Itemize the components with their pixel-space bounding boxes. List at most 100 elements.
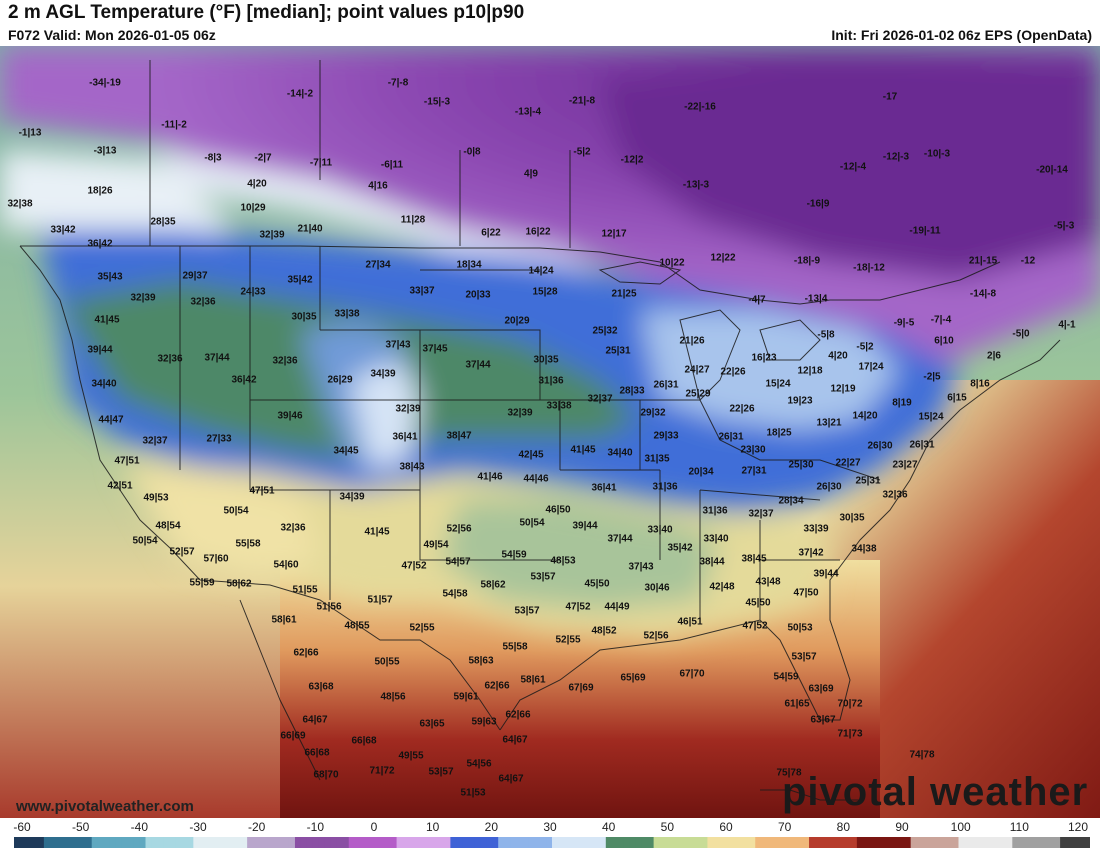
colorbar-segment [976, 837, 983, 848]
colorbar-segment [587, 837, 595, 848]
point-value: 63|67 [810, 715, 835, 726]
point-value: 53|57 [791, 652, 816, 663]
point-value: 33|37 [409, 286, 434, 297]
point-value: 27|34 [365, 260, 390, 271]
colorbar-segment [175, 837, 182, 848]
point-value: 52|57 [169, 547, 194, 558]
point-value: 67|69 [568, 683, 593, 694]
point-value: 58|61 [271, 615, 296, 626]
colorbar-tick-label: 0 [370, 820, 378, 834]
point-value: 4|9 [524, 169, 538, 180]
point-value: 18|26 [87, 186, 112, 197]
colorbar-segment [534, 837, 541, 848]
point-value: -8|3 [204, 153, 222, 164]
colorbar-segment [904, 837, 912, 848]
point-value: 4|16 [368, 181, 388, 192]
point-value: 55|58 [235, 539, 260, 550]
point-value: 54|59 [501, 550, 526, 561]
point-value: 49|53 [143, 493, 168, 504]
point-value: 31|36 [652, 482, 677, 493]
colorbar-segment [874, 837, 882, 848]
point-value: -34|-19 [89, 78, 121, 89]
init-time: Init: Fri 2026-01-02 06z EPS (OpenData) [831, 27, 1092, 43]
point-value: 48|55 [344, 621, 369, 632]
point-value: 33|38 [334, 309, 359, 320]
point-value: 4|20 [247, 179, 267, 190]
point-value: 30|46 [644, 583, 669, 594]
colorbar-segment [761, 837, 768, 848]
point-value: 37|43 [385, 340, 410, 351]
colorbar-segment [480, 837, 487, 848]
colorbar-segment [115, 837, 123, 848]
colorbar-segment [193, 837, 200, 848]
colorbar-segment [922, 837, 930, 848]
point-value: 54|58 [442, 589, 467, 600]
point-value: 46|51 [677, 617, 702, 628]
colorbar-segment [444, 837, 451, 848]
point-value: 32|39 [507, 408, 532, 419]
colorbar-segment [1036, 837, 1043, 848]
colorbar-segment [815, 837, 822, 848]
point-value: 58|62 [480, 580, 505, 591]
point-value: 21|26 [679, 336, 704, 347]
point-value: 34|39 [370, 369, 395, 380]
colorbar-segment [557, 837, 565, 848]
colorbar-segment [378, 837, 386, 848]
point-value: 12|18 [797, 366, 822, 377]
colorbar-segment [265, 837, 272, 848]
colorbar-segment [791, 837, 798, 848]
point-value: 48|54 [155, 521, 180, 532]
colorbar-tick-label: -40 [130, 820, 148, 834]
point-value: 15|24 [918, 412, 943, 423]
colorbar-segment [755, 837, 762, 848]
point-value: 20|29 [504, 316, 529, 327]
point-value: 38|45 [741, 554, 766, 565]
point-value: 21|40 [297, 224, 322, 235]
point-value: 12|17 [601, 229, 626, 240]
colorbar-segment [516, 837, 523, 848]
point-value: 22|26 [729, 404, 754, 415]
colorbar-segment [665, 837, 673, 848]
point-value: 37|42 [798, 548, 823, 559]
colorbar-segment [139, 837, 147, 848]
point-value: 55|58 [502, 642, 527, 653]
colorbar-tick-label: 30 [543, 820, 557, 834]
colorbar-segment [37, 837, 45, 848]
colorbar-segment [1054, 837, 1061, 848]
point-value: 6|10 [934, 336, 954, 347]
colorbar-segment [14, 837, 21, 848]
point-value: 53|57 [530, 572, 555, 583]
point-value: -9|-5 [894, 318, 915, 329]
point-value: -20|-14 [1036, 165, 1068, 176]
point-value: -7|-4 [931, 315, 952, 326]
colorbar-segment [133, 837, 141, 848]
point-value: 41|46 [477, 472, 502, 483]
valid-time: F072 Valid: Mon 2026-01-05 06z [8, 27, 216, 43]
point-value: 33|38 [546, 401, 571, 412]
colorbar-tick-label: -10 [306, 820, 324, 834]
point-value: 31|35 [644, 454, 669, 465]
point-value: 50|54 [223, 506, 248, 517]
point-value: 32|39 [259, 230, 284, 241]
watermark-url[interactable]: www.pivotalweather.com [16, 798, 194, 815]
colorbar-segment [821, 837, 828, 848]
colorbar-segment [701, 837, 709, 848]
point-value: 25|31 [605, 346, 630, 357]
colorbar-segment [994, 837, 1001, 848]
point-value: 66|69 [280, 731, 305, 742]
colorbar-segment [1030, 837, 1037, 848]
colorbar-tick-label: 100 [950, 820, 971, 834]
point-value: 43|48 [755, 577, 780, 588]
point-value: 39|46 [277, 411, 302, 422]
colorbar-tick-label: 40 [601, 820, 616, 834]
colorbar-segment [785, 837, 792, 848]
colorbar-segment [1066, 837, 1073, 848]
point-value: 52|55 [555, 635, 580, 646]
colorbar-segment [850, 837, 858, 848]
colorbar-segment [318, 837, 326, 848]
colorbar-segment [988, 837, 995, 848]
point-value: 38|43 [399, 462, 424, 473]
point-values-layer: -34|-19 -14|-2 -7|-8 -15|-3 -21|-8 -13|-4 -22|… [7, 78, 1076, 799]
point-value: 47|52 [401, 561, 426, 572]
colorbar-segment [121, 837, 129, 848]
